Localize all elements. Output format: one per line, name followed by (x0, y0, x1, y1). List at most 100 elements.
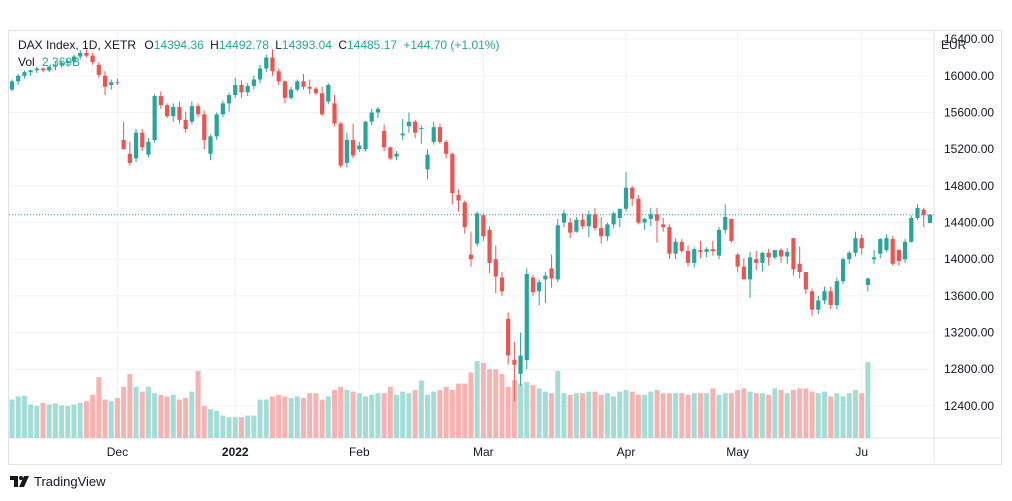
volume-bar (859, 393, 865, 438)
volume-bar (369, 394, 375, 438)
volume-bar (747, 391, 753, 438)
volume-bar (648, 391, 654, 438)
volume-legend: Vol 2.369B (18, 55, 80, 69)
candle-body (133, 132, 139, 159)
volume-bar (660, 393, 666, 438)
candle-body (127, 153, 132, 163)
candle-body (766, 252, 771, 258)
candle-body (53, 64, 58, 67)
candle-body (171, 107, 176, 117)
volume-bar (567, 394, 573, 438)
candle-body (28, 70, 33, 73)
x-tick-label: 2022 (222, 445, 249, 459)
candle-body (828, 291, 833, 306)
volume-bar (195, 370, 201, 438)
x-axis-ticks: Dec 2022 Feb Mar Apr May Ju (107, 445, 868, 459)
y-axis-ticks: 16400.00 16000.00 15600.00 15200.00 14800.00… (944, 32, 994, 413)
x-tick-label: Apr (617, 445, 636, 459)
candle-body (822, 291, 827, 301)
candle-body (890, 239, 895, 264)
candle-body (183, 119, 188, 130)
candle-body (146, 141, 151, 155)
volume-bar (753, 393, 759, 438)
volume-bar (505, 386, 511, 438)
candle-body (177, 107, 182, 120)
candle-body (853, 238, 858, 253)
volume-bar (226, 417, 232, 438)
candle-body (220, 103, 225, 115)
candle-body (295, 81, 300, 90)
volume-bar (549, 393, 555, 438)
candle-body (208, 136, 213, 154)
volume-bar (592, 391, 598, 438)
candle-body (344, 140, 350, 163)
symbol-label[interactable]: DAX Index, 1D, XETR (18, 38, 137, 52)
candle-body (320, 93, 325, 115)
volume-bar (524, 382, 530, 438)
high-label: H (210, 38, 219, 52)
volume-bar (573, 393, 579, 438)
volume-bar (722, 393, 728, 438)
volume-bar (338, 386, 344, 438)
candle-body (816, 300, 821, 310)
volume-bar (325, 396, 331, 438)
volume-bar (480, 362, 486, 438)
tradingview-logo[interactable]: TradingView (10, 474, 106, 489)
volume-bar (90, 394, 96, 438)
y-tick-label: 14800.00 (944, 179, 994, 193)
candle-body (9, 81, 15, 90)
volume-bar (697, 393, 703, 438)
candle-body (437, 127, 443, 142)
volume-bar (716, 394, 722, 438)
candle-body (102, 75, 108, 87)
volume-bar (561, 393, 567, 438)
volume-bar (604, 393, 610, 438)
candle-body (778, 250, 784, 257)
volume-bar (809, 391, 815, 438)
low-label: L (275, 38, 282, 52)
currency-label[interactable]: EUR (941, 38, 967, 52)
volume-bar (46, 404, 52, 438)
candle-body (661, 224, 666, 228)
candle-body (468, 254, 474, 260)
volume-bar (846, 393, 852, 438)
candle-body (915, 207, 920, 218)
volume-bar (65, 406, 71, 438)
candle-body (338, 123, 343, 166)
volume-bar (375, 393, 381, 438)
candle-body (580, 219, 585, 227)
volume-bar (201, 406, 207, 438)
candle-body (413, 121, 418, 133)
volume-bar (127, 374, 133, 438)
volume-bar (77, 402, 83, 438)
candle-body (859, 238, 864, 249)
candle-body (729, 218, 734, 241)
candle-body (96, 64, 101, 75)
candle-body (617, 208, 622, 218)
volume-bar (319, 399, 325, 438)
candle-body (499, 277, 505, 292)
candle-body (34, 68, 39, 71)
candle-body (78, 52, 83, 57)
candle-body (394, 153, 399, 157)
volume-bar (387, 386, 393, 438)
candle-body (121, 140, 126, 150)
candle-body (270, 57, 275, 72)
y-tick-label: 13200.00 (944, 326, 994, 340)
volume-bar (263, 399, 269, 438)
volume-bar (691, 393, 697, 438)
volume-bar (784, 393, 790, 438)
candle-body (921, 209, 926, 216)
volume-bar (580, 393, 586, 438)
candle-body (524, 273, 529, 361)
volume-bar (685, 394, 691, 438)
volume-bar (803, 388, 809, 438)
volume-bar (394, 394, 400, 438)
volume-bar (642, 394, 648, 438)
candle-body (871, 257, 877, 260)
candle-body (878, 239, 883, 254)
candle-body (71, 56, 77, 62)
volume-bar (728, 393, 734, 438)
ohlc-legend: DAX Index, 1D, XETR O14394.36 H14492.78 … (18, 38, 499, 52)
